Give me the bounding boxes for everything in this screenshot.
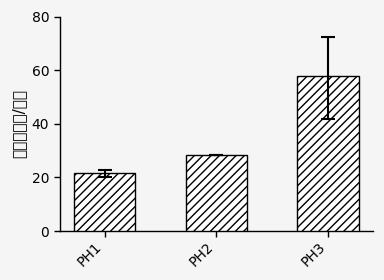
Bar (297, 76, 359, 231)
Y-axis label: 苯酚（毫克/升）: 苯酚（毫克/升） (11, 89, 26, 158)
Bar (74, 174, 135, 231)
Bar (185, 155, 247, 231)
